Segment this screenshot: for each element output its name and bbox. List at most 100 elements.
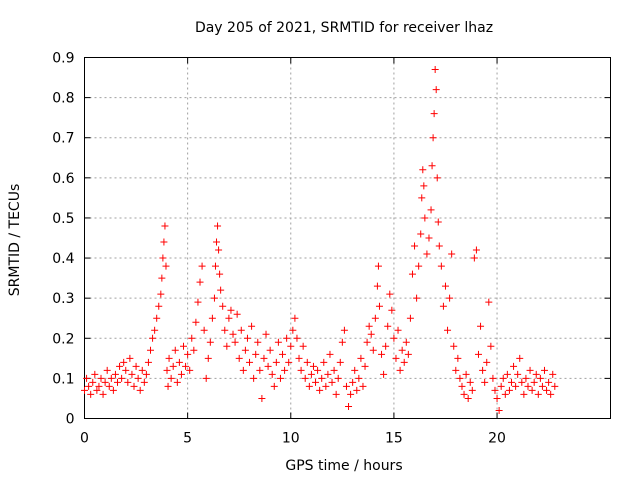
data-point	[452, 366, 460, 374]
data-point	[336, 358, 344, 366]
data-point	[276, 374, 284, 382]
data-point	[400, 358, 408, 366]
data-point	[392, 354, 400, 362]
data-point	[303, 358, 311, 366]
data-point	[342, 382, 350, 390]
data-point	[97, 374, 105, 382]
data-point	[361, 362, 369, 370]
data-point	[481, 378, 489, 386]
data-point	[499, 374, 507, 382]
data-point	[136, 386, 144, 394]
data-point	[210, 294, 218, 302]
data-point	[534, 390, 542, 398]
x-tick-label: 0	[80, 431, 89, 447]
data-point	[355, 374, 363, 382]
data-point	[359, 382, 367, 390]
data-point	[373, 282, 381, 290]
data-point	[81, 386, 88, 394]
data-point	[417, 230, 425, 238]
data-point	[429, 134, 437, 142]
x-tick-label: 15	[385, 431, 403, 447]
y-tick-label: 0.9	[52, 51, 74, 67]
data-point	[433, 174, 441, 182]
data-point	[396, 366, 404, 374]
data-point	[192, 318, 200, 326]
data-point	[138, 366, 146, 374]
data-point	[165, 354, 173, 362]
data-point	[233, 310, 241, 318]
data-point	[528, 386, 536, 394]
y-tick-label: 0.5	[52, 211, 74, 227]
data-point	[297, 366, 305, 374]
data-point	[458, 382, 466, 390]
data-point	[353, 386, 361, 394]
data-point	[460, 390, 468, 398]
data-point	[246, 358, 254, 366]
data-point	[171, 346, 179, 354]
data-point	[398, 346, 406, 354]
data-point	[545, 378, 553, 386]
data-point	[239, 366, 247, 374]
y-tick-label: 0.4	[52, 251, 74, 267]
data-point	[109, 386, 117, 394]
data-point	[120, 358, 128, 366]
data-point	[200, 326, 208, 334]
data-point	[142, 370, 150, 378]
x-axis-label: GPS time / hours	[285, 458, 402, 474]
data-point	[283, 334, 291, 342]
data-point	[194, 298, 202, 306]
data-point	[427, 206, 435, 214]
data-point	[279, 350, 287, 358]
data-point	[87, 390, 95, 398]
data-point	[93, 386, 101, 394]
data-point	[162, 262, 170, 270]
data-point	[159, 254, 167, 262]
data-point	[363, 338, 371, 346]
data-point	[169, 362, 177, 370]
data-point	[274, 338, 282, 346]
data-point	[268, 370, 276, 378]
data-point	[432, 86, 440, 94]
data-point	[474, 350, 482, 358]
data-point	[180, 342, 188, 350]
data-point	[281, 366, 289, 374]
data-point	[118, 374, 126, 382]
data-point	[258, 394, 266, 402]
data-point	[264, 362, 272, 370]
y-tick-label: 0.7	[52, 131, 74, 147]
data-point	[262, 330, 270, 338]
data-point	[190, 346, 198, 354]
data-point	[216, 270, 224, 278]
y-axis-label: SRMTID / TECUs	[7, 184, 23, 297]
data-point	[466, 378, 474, 386]
data-point	[472, 246, 480, 254]
data-point	[160, 238, 168, 246]
data-point	[439, 302, 447, 310]
data-point	[454, 354, 462, 362]
data-point	[266, 346, 274, 354]
data-point	[114, 378, 122, 386]
axis-ticks	[84, 57, 611, 419]
data-point	[272, 358, 280, 366]
data-point	[285, 358, 293, 366]
data-point	[206, 338, 214, 346]
data-point	[540, 366, 548, 374]
y-tick-label: 0.3	[52, 291, 74, 307]
data-point	[314, 366, 322, 374]
data-point	[301, 374, 309, 382]
data-point	[493, 394, 501, 402]
data-point	[140, 378, 148, 386]
data-point	[215, 246, 223, 254]
data-point	[489, 374, 497, 382]
data-point	[503, 370, 511, 378]
y-tick-label: 0.8	[52, 91, 74, 107]
data-point	[202, 374, 210, 382]
data-point	[83, 374, 91, 382]
data-point	[507, 378, 515, 386]
data-point	[345, 402, 353, 410]
data-point	[369, 346, 377, 354]
data-point	[295, 354, 303, 362]
data-point	[126, 354, 134, 362]
data-point	[188, 334, 196, 342]
